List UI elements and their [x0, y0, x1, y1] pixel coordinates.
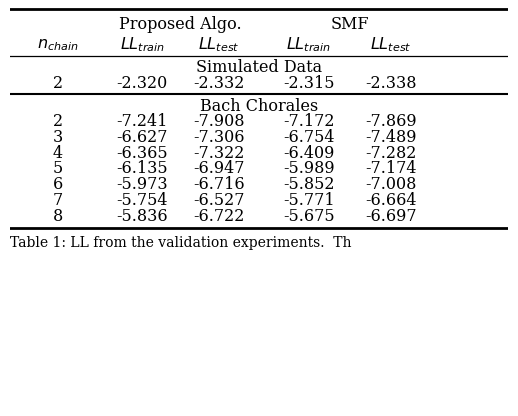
Text: -6.409: -6.409: [283, 145, 335, 161]
Text: -6.135: -6.135: [117, 161, 168, 177]
Text: -7.282: -7.282: [365, 145, 416, 161]
Text: $LL_{train}$: $LL_{train}$: [120, 35, 165, 54]
Text: -2.332: -2.332: [194, 75, 245, 92]
Text: -6.664: -6.664: [365, 192, 416, 209]
Text: 3: 3: [52, 129, 63, 146]
Text: Bach Chorales: Bach Chorales: [200, 98, 318, 114]
Text: -6.697: -6.697: [365, 208, 416, 225]
Text: -5.836: -5.836: [117, 208, 168, 225]
Text: 8: 8: [52, 208, 63, 225]
Text: -7.306: -7.306: [193, 129, 245, 146]
Text: Proposed Algo.: Proposed Algo.: [119, 17, 242, 33]
Text: -5.852: -5.852: [283, 176, 335, 193]
Text: -5.989: -5.989: [283, 161, 335, 177]
Text: -6.722: -6.722: [194, 208, 245, 225]
Text: -5.771: -5.771: [283, 192, 335, 209]
Text: 6: 6: [52, 176, 63, 193]
Text: -5.754: -5.754: [117, 192, 168, 209]
Text: 2: 2: [52, 113, 63, 130]
Text: -5.973: -5.973: [117, 176, 168, 193]
Text: $LL_{test}$: $LL_{test}$: [198, 35, 240, 54]
Text: -7.908: -7.908: [193, 113, 245, 130]
Text: 5: 5: [52, 161, 63, 177]
Text: $n_{chain}$: $n_{chain}$: [37, 36, 78, 53]
Text: -7.172: -7.172: [283, 113, 335, 130]
Text: Table 1: LL from the validation experiments.  Th: Table 1: LL from the validation experime…: [10, 236, 352, 250]
Text: -6.947: -6.947: [193, 161, 245, 177]
Text: -7.322: -7.322: [194, 145, 245, 161]
Text: -7.489: -7.489: [365, 129, 416, 146]
Text: 4: 4: [52, 145, 63, 161]
Text: -6.627: -6.627: [117, 129, 168, 146]
Text: $LL_{test}$: $LL_{test}$: [370, 35, 412, 54]
Text: -6.754: -6.754: [283, 129, 335, 146]
Text: -5.675: -5.675: [283, 208, 335, 225]
Text: 7: 7: [52, 192, 63, 209]
Text: -6.365: -6.365: [117, 145, 168, 161]
Text: -6.527: -6.527: [193, 192, 245, 209]
Text: -7.241: -7.241: [117, 113, 168, 130]
Text: Simulated Data: Simulated Data: [196, 59, 322, 76]
Text: -2.320: -2.320: [117, 75, 168, 92]
Text: -2.315: -2.315: [283, 75, 335, 92]
Text: $LL_{train}$: $LL_{train}$: [286, 35, 332, 54]
Text: -2.338: -2.338: [365, 75, 416, 92]
Text: -7.869: -7.869: [365, 113, 416, 130]
Text: SMF: SMF: [330, 17, 369, 33]
Text: -7.008: -7.008: [365, 176, 416, 193]
Text: 2: 2: [52, 75, 63, 92]
Text: -7.174: -7.174: [365, 161, 416, 177]
Text: -6.716: -6.716: [193, 176, 245, 193]
